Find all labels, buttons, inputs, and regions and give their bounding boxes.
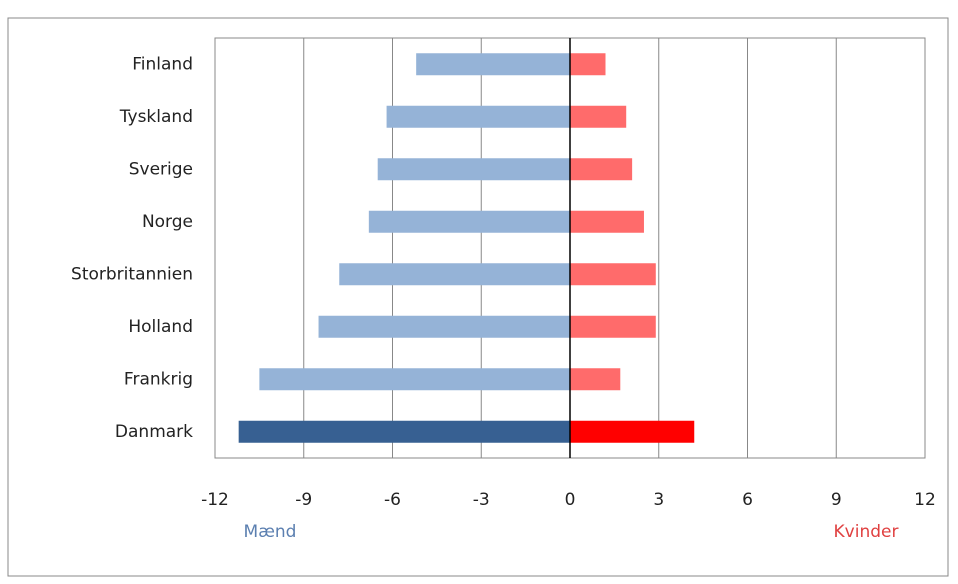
bar [570,263,656,286]
bar [570,315,656,338]
x-tick-label: 12 [914,490,936,510]
y-tick-label: Tyskland [119,107,193,127]
y-tick-label: Danmark [115,422,193,442]
bar [368,210,570,233]
y-tick-label: Holland [128,317,193,337]
bar [416,53,570,76]
bar [570,420,695,443]
y-tick-label: Storbritannien [71,264,193,284]
legend-label: Mænd [244,522,297,542]
x-tick-label: 6 [742,490,753,510]
bar [570,53,606,76]
bar [570,368,621,391]
bar [339,263,570,286]
bar [318,315,570,338]
bar [570,158,633,181]
x-tick-label: -6 [384,490,401,510]
x-tick-label: 9 [831,490,842,510]
y-tick-label: Sverige [129,159,193,179]
y-tick-label: Finland [132,54,193,74]
x-tick-label: -9 [295,490,312,510]
y-tick-label: Frankrig [124,369,193,389]
x-tick-label: -12 [201,490,229,510]
bar [238,420,570,443]
bar [377,158,570,181]
x-tick-label: 3 [653,490,664,510]
x-tick-label: -3 [473,490,490,510]
bar [386,105,570,128]
x-tick-label: 0 [565,490,576,510]
legend-label: Kvinder [834,522,899,542]
bar [259,368,570,391]
y-tick-label: Norge [142,212,193,232]
bar [570,105,627,128]
bar [570,210,644,233]
